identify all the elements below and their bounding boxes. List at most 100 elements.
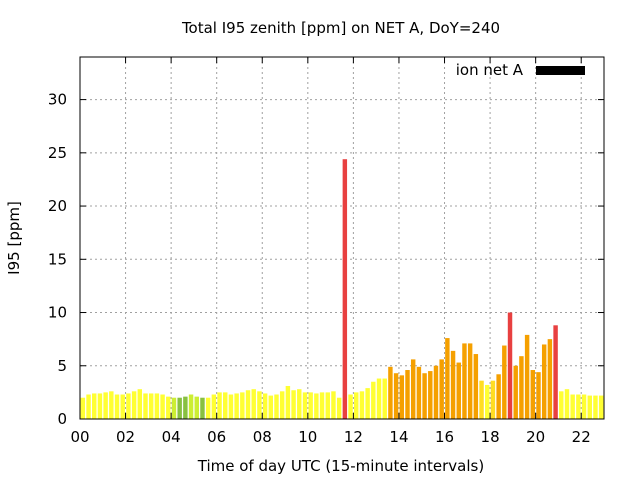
axes: 00 02 04 06 08 10 12 14 16 18 20 22 0 5 10 15 20 25 30 <box>48 56 605 446</box>
plot-frame <box>79 56 605 420</box>
x-tick-label: 02 <box>116 428 135 446</box>
bar <box>211 394 217 419</box>
bar <box>342 159 348 419</box>
bar <box>103 392 108 419</box>
bar <box>541 344 547 419</box>
bar <box>359 391 365 419</box>
bar <box>536 372 541 419</box>
bar <box>314 393 319 419</box>
bar <box>274 394 279 419</box>
y-tick-label: 0 <box>57 410 67 428</box>
bar <box>462 343 467 419</box>
x-tick-label: 10 <box>298 428 317 446</box>
bar <box>268 395 274 419</box>
x-tick-label: 16 <box>435 428 454 446</box>
bars-group <box>80 159 604 419</box>
bar <box>456 362 461 419</box>
bar <box>325 392 330 419</box>
bar <box>576 394 581 419</box>
y-axis-label: I95 [ppm] <box>5 201 23 275</box>
bar <box>348 394 353 419</box>
x-tick-label: 22 <box>572 428 591 446</box>
bar <box>228 394 234 419</box>
bar <box>587 395 592 419</box>
bar <box>388 366 393 419</box>
y-tick-label: 20 <box>48 197 67 215</box>
bar <box>439 359 444 419</box>
bar <box>450 350 456 419</box>
bar <box>581 394 587 419</box>
bar <box>354 392 359 419</box>
bar <box>245 390 251 419</box>
x-tick-label: 00 <box>70 428 89 446</box>
bar <box>502 345 507 419</box>
bar <box>490 380 496 419</box>
bar <box>547 339 553 419</box>
bar <box>262 393 268 419</box>
bar <box>120 394 125 419</box>
x-tick-label: 20 <box>526 428 545 446</box>
x-tick-label: 12 <box>344 428 363 446</box>
bar <box>86 394 91 419</box>
bar <box>473 354 479 419</box>
bar <box>257 391 262 419</box>
bar <box>496 374 501 419</box>
bar <box>433 365 439 419</box>
bar <box>598 395 604 419</box>
x-tick-label: 14 <box>389 428 408 446</box>
bar <box>513 365 518 419</box>
chart-title: Total I95 zenith [ppm] on NET A, DoY=240 <box>181 19 500 37</box>
bar <box>593 395 598 419</box>
bar <box>485 384 490 419</box>
bar <box>200 397 205 419</box>
bar <box>285 385 291 419</box>
bar <box>97 393 103 419</box>
bar <box>183 396 188 419</box>
bar <box>188 394 194 419</box>
bar <box>171 397 177 419</box>
legend: ion net A <box>456 61 585 79</box>
bar <box>109 391 114 419</box>
bar <box>92 393 97 419</box>
bar <box>524 334 530 419</box>
bar <box>137 389 143 419</box>
bar <box>143 393 148 419</box>
bar <box>336 397 342 419</box>
bar <box>445 338 450 419</box>
bar <box>217 392 222 419</box>
bar <box>240 392 245 419</box>
bar <box>331 391 336 419</box>
bar <box>559 391 564 419</box>
bar <box>564 389 570 419</box>
bar <box>422 373 427 419</box>
bar <box>428 371 433 419</box>
bar <box>416 366 422 419</box>
bar <box>371 381 376 419</box>
y-tick-label: 5 <box>57 357 67 375</box>
bar <box>393 373 399 419</box>
bar <box>114 394 120 419</box>
bar <box>194 396 199 419</box>
y-tick-label: 30 <box>48 91 67 109</box>
x-tick-label: 06 <box>207 428 226 446</box>
bar <box>148 393 154 419</box>
bar <box>160 394 165 419</box>
bar <box>405 370 410 419</box>
bar <box>376 378 382 419</box>
bar <box>80 397 86 419</box>
bar <box>297 389 302 419</box>
bar <box>234 393 239 419</box>
bar <box>126 393 131 419</box>
bar <box>131 391 137 419</box>
y-tick-label: 15 <box>48 250 67 268</box>
bar <box>177 397 182 419</box>
y-tick-label: 10 <box>48 304 67 322</box>
x-tick-label: 04 <box>162 428 181 446</box>
bar <box>223 392 228 419</box>
bar <box>319 392 325 419</box>
bar <box>467 343 473 419</box>
bar <box>399 375 405 419</box>
bar <box>382 378 387 419</box>
bar <box>530 370 536 419</box>
